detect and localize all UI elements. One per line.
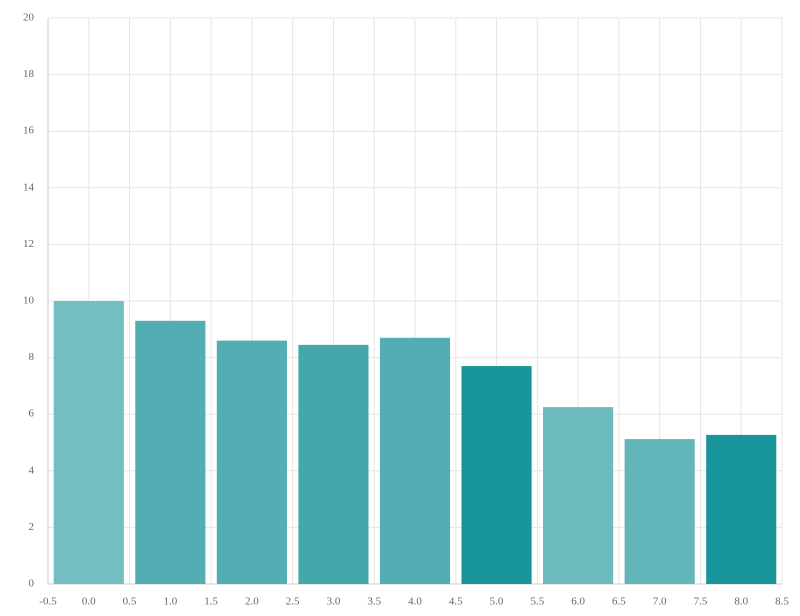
y-tick-label: 16 <box>23 125 35 137</box>
x-tick-label: 4.0 <box>408 596 422 608</box>
x-tick-label: 1.0 <box>163 596 177 608</box>
x-tick-label: 1.5 <box>204 596 218 608</box>
y-tick-label: 10 <box>23 295 35 307</box>
x-tick-label: 8.0 <box>734 596 748 608</box>
bar <box>624 439 695 584</box>
bar <box>135 320 206 584</box>
bar <box>706 434 777 584</box>
bar <box>216 340 287 584</box>
x-tick-label: 8.5 <box>775 596 789 608</box>
y-tick-label: 14 <box>23 181 35 193</box>
x-tick-label: 0.0 <box>82 596 96 608</box>
x-tick-label: 3.0 <box>327 596 341 608</box>
x-tick-label: 6.0 <box>571 596 585 608</box>
x-tick-label: 5.0 <box>490 596 504 608</box>
y-tick-label: 20 <box>23 12 35 24</box>
x-tick-label: 6.5 <box>612 596 626 608</box>
x-tick-label: 0.5 <box>123 596 137 608</box>
y-tick-label: 0 <box>29 578 35 590</box>
bar <box>543 407 614 584</box>
bar <box>379 337 451 584</box>
x-tick-label: -0.5 <box>39 596 57 608</box>
x-tick-label: 4.5 <box>449 596 463 608</box>
y-tick-label: 8 <box>29 351 35 363</box>
y-tick-label: 18 <box>23 68 35 80</box>
x-tick-label: 5.5 <box>530 596 544 608</box>
x-tick-label: 3.5 <box>367 596 381 608</box>
bar <box>461 366 532 584</box>
y-tick-label: 2 <box>29 521 35 533</box>
bar <box>298 344 369 584</box>
bar <box>53 301 124 584</box>
x-tick-label: 7.5 <box>694 596 708 608</box>
y-tick-label: 4 <box>29 464 35 476</box>
x-tick-label: 2.5 <box>286 596 300 608</box>
x-tick-label: 7.0 <box>653 596 667 608</box>
y-tick-label: 6 <box>29 408 35 420</box>
y-tick-label: 12 <box>23 238 34 250</box>
x-tick-label: 2.0 <box>245 596 259 608</box>
